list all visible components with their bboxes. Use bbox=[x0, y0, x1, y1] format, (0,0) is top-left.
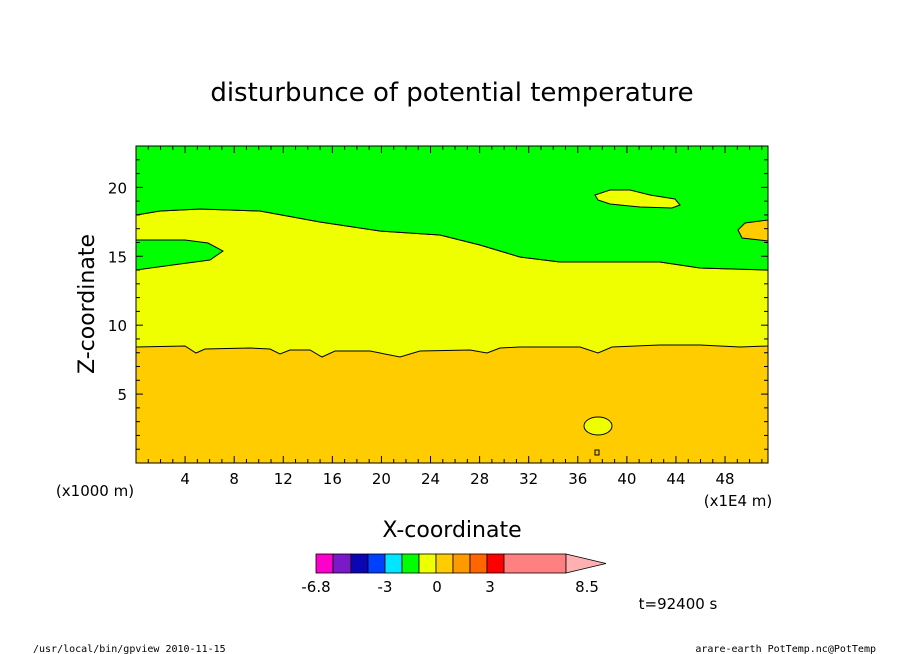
x-tick-label: 28 bbox=[470, 470, 489, 488]
y-axis: 5 10 15 20 bbox=[108, 145, 768, 464]
y-tick-label: 15 bbox=[108, 248, 127, 266]
region-green-left bbox=[136, 239, 224, 271]
y-tick-label: 10 bbox=[108, 317, 127, 335]
x-tick-label: 8 bbox=[229, 470, 239, 488]
colorbar-swatch bbox=[315, 553, 334, 574]
x-axis: 4 8 12 16 20 24 28 32 36 40 44 48 bbox=[135, 146, 763, 488]
colorbar-arrow bbox=[565, 553, 607, 574]
plot-area bbox=[136, 146, 768, 463]
colorbar-swatch bbox=[435, 553, 454, 574]
region-yellow-island-bottom bbox=[583, 416, 613, 436]
small-contour bbox=[594, 449, 600, 456]
x-tick-label: 40 bbox=[617, 470, 636, 488]
x-scale-label: (x1E4 m) bbox=[704, 492, 773, 510]
colorbar-swatch bbox=[486, 553, 505, 574]
colorbar-swatch bbox=[401, 553, 420, 574]
x-tick-label: 44 bbox=[666, 470, 685, 488]
y-tick-label: 20 bbox=[108, 179, 127, 197]
time-label: t=92400 s bbox=[639, 595, 718, 613]
colorbar-label: -6.8 bbox=[301, 578, 330, 596]
x-tick-label: 36 bbox=[568, 470, 587, 488]
colorbar-swatch bbox=[384, 553, 403, 574]
x-axis-title: X-coordinate bbox=[382, 518, 521, 543]
footer-right: arare-earth_PotTemp.nc@PotTemp bbox=[695, 644, 876, 654]
x-unit-label: (x1000 m) bbox=[56, 482, 134, 500]
x-tick-label: 48 bbox=[716, 470, 735, 488]
chart-title: disturbunce of potential temperature bbox=[210, 78, 693, 108]
y-tick-label: 5 bbox=[117, 386, 127, 404]
colorbar bbox=[315, 553, 607, 574]
region-yellow-island-right bbox=[594, 189, 681, 209]
colorbar-swatch bbox=[452, 553, 471, 574]
x-tick-label: 20 bbox=[372, 470, 391, 488]
y-axis-title: Z-coordinate bbox=[75, 234, 100, 374]
colorbar-swatch bbox=[350, 553, 369, 574]
colorbar-label: 0 bbox=[432, 578, 442, 596]
plot-frame bbox=[135, 145, 769, 464]
footer-left: /usr/local/bin/gpview 2010-11-15 bbox=[33, 644, 226, 654]
colorbar-swatch bbox=[503, 553, 567, 574]
x-tick-label: 16 bbox=[323, 470, 342, 488]
colorbar-label: 3 bbox=[485, 578, 495, 596]
colorbar-swatch bbox=[367, 553, 386, 574]
x-tick-label: 12 bbox=[274, 470, 293, 488]
colorbar-labels: -6.8 -3 0 3 8.5 bbox=[301, 578, 599, 596]
x-tick-label: 4 bbox=[180, 470, 190, 488]
colorbar-swatch bbox=[332, 553, 352, 574]
x-tick-label: 24 bbox=[421, 470, 440, 488]
colorbar-label: 8.5 bbox=[575, 578, 599, 596]
x-tick-label: 32 bbox=[519, 470, 538, 488]
colorbar-swatch bbox=[469, 553, 488, 574]
region-green-top bbox=[136, 146, 768, 271]
colorbar-swatch bbox=[418, 553, 437, 574]
colorbar-label: -3 bbox=[378, 578, 393, 596]
